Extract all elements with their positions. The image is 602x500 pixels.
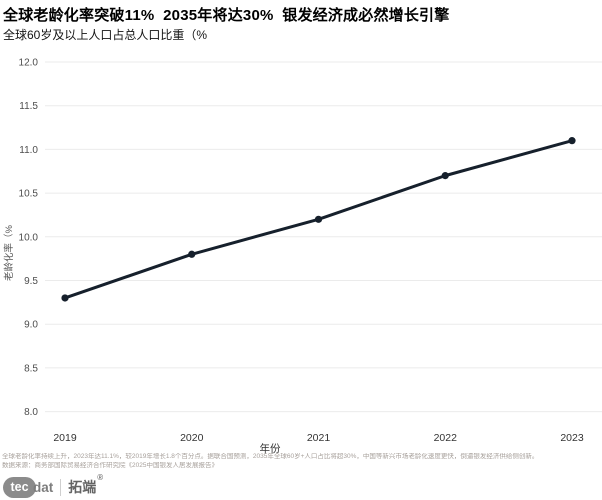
x-tick-label: 2023 — [560, 432, 584, 444]
data-point — [314, 215, 323, 223]
y-tick-label: 12.0 — [19, 58, 39, 69]
data-point — [61, 294, 69, 302]
footnote-line-2: 数据来源：商务部国际贸易经济合作研究院《2025中国银发人居发展报告》 — [2, 461, 218, 469]
x-axis-title: 年份 — [260, 442, 281, 455]
footnote-line-1: 全球老龄化率持续上升，2023年达11.1%，较2019年增长1.8个百分点。据… — [2, 453, 539, 460]
y-tick-label: 8.0 — [24, 407, 38, 418]
y-tick-label: 9.5 — [24, 276, 38, 287]
y-tick-label: 11.0 — [19, 145, 38, 156]
tecdat-logo-brand: 拓端® — [68, 473, 104, 495]
data-point — [441, 172, 449, 180]
y-tick-label: 9.0 — [24, 320, 38, 331]
y-tick-label: 10.0 — [19, 232, 39, 243]
logo-divider — [60, 478, 62, 496]
tecdat-logo: tec dat 拓端® — [3, 473, 104, 498]
x-tick-label: 2021 — [307, 432, 331, 444]
tecdat-logo-tec: tec — [10, 480, 29, 494]
y-tick-label: 11.5 — [19, 101, 38, 112]
chart-footnote: 全球老龄化率持续上升，2023年达11.1%，较2019年增长1.8个百分点。据… — [2, 453, 600, 470]
page-title: 全球老龄化率突破11% 2035年将达30% 银发经济成必然增长引擎 — [3, 7, 450, 24]
chart-subtitle: 全球60岁及以上人口占总人口比重（% — [3, 28, 208, 42]
registered-mark: ® — [97, 473, 104, 482]
x-tick-label: 2022 — [434, 432, 458, 444]
y-axis-title: 老龄化率（% — [3, 224, 15, 281]
data-point — [568, 137, 576, 145]
data-point — [188, 250, 196, 258]
tecdat-logo-dat: dat — [33, 479, 54, 495]
tecdat-logo-badge: tec — [3, 476, 36, 498]
y-tick-label: 10.5 — [19, 189, 39, 200]
x-tick-label: 2020 — [180, 432, 204, 444]
x-tick-label: 2019 — [53, 432, 77, 444]
y-tick-label: 8.5 — [24, 363, 38, 374]
